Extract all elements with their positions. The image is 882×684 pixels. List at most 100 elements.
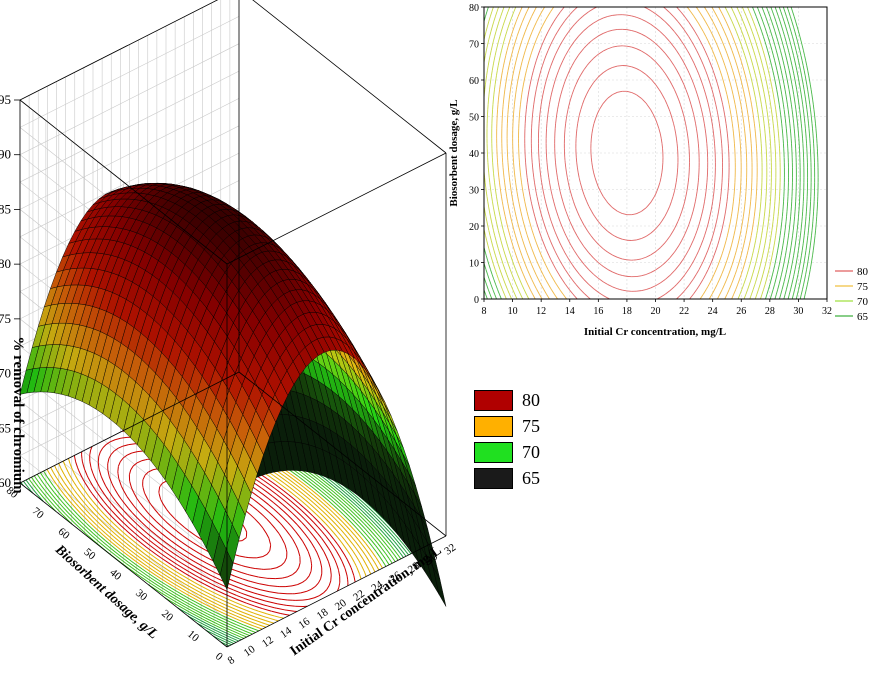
floor-contour-segment [204, 624, 211, 629]
contour-segment [798, 45, 801, 51]
contour-segment [783, 294, 786, 299]
contour-segment [813, 240, 815, 246]
floor-contour-segment [262, 615, 271, 619]
contour-segment [794, 245, 796, 251]
floor-contour-segment [56, 484, 61, 490]
floor-contour-segment [364, 572, 367, 577]
floor-contour-segment [163, 591, 169, 596]
floor-contour-segment [402, 543, 408, 550]
floor-contour-segment [188, 591, 196, 597]
floor-contour-segment [364, 509, 370, 515]
contour-segment [775, 109, 777, 115]
floor-contour-segment [267, 613, 275, 617]
floor-contour-segment [141, 562, 148, 567]
floor-contour-segment [327, 481, 334, 486]
contour-segment [788, 52, 791, 56]
floor-contour-segment [344, 546, 349, 553]
floor-contour-segment [276, 473, 283, 479]
contour-segment [751, 16, 754, 22]
floor-contour-segment [195, 601, 203, 607]
contour-segment [766, 7, 769, 13]
floor-contour-segment [73, 482, 77, 487]
contour-segment [783, 262, 785, 266]
contour-segment [765, 45, 769, 51]
floor-contour-segment [132, 539, 138, 545]
contour-segment [799, 259, 802, 266]
floor-contour-segment [249, 611, 255, 614]
floor-contour-segment [64, 465, 66, 467]
contour-segment [774, 294, 777, 299]
contour-segment [767, 36, 770, 42]
contour-segment [766, 65, 769, 71]
floor-contour-segment [38, 486, 43, 493]
contour-segment [790, 99, 792, 105]
floor-contour-segment [380, 541, 384, 547]
floor-contour-segment [226, 639, 235, 644]
contour-segment [747, 7, 750, 13]
floor-contour-segment [344, 567, 346, 569]
contour-segment [490, 284, 494, 290]
contour-segment [762, 221, 765, 227]
floor-contour-segment [214, 592, 222, 597]
floor-contour-segment [320, 504, 326, 511]
contour-segment [793, 250, 795, 256]
floor-contour-segment [156, 554, 163, 560]
floor-contour-segment [332, 485, 339, 491]
floor-contour-segment [343, 500, 349, 506]
contour-segment [750, 27, 753, 32]
contour-segment [755, 14, 757, 17]
contour-segment [782, 60, 785, 66]
floor-contour-segment [236, 595, 244, 599]
floor-contour-segment [325, 482, 332, 488]
contour-segment [772, 118, 774, 124]
floor-contour-segment [128, 561, 135, 567]
floor-contour-segment [188, 578, 196, 584]
contour-segment [768, 40, 771, 44]
floor-contour-segment [328, 507, 334, 513]
floor-contour-segment [87, 535, 94, 541]
floor-contour-segment [354, 494, 360, 500]
floor-contour-segment [195, 609, 202, 614]
contour-segment [762, 65, 765, 71]
contour-segment [814, 114, 816, 119]
floor-contour-segment [236, 612, 240, 615]
floor-contour-segment [241, 634, 247, 638]
floor-contour-segment [352, 495, 358, 501]
floor-contour-segment [254, 609, 259, 612]
floor-contour-segment [284, 483, 291, 488]
floor-contour-segment [344, 539, 349, 546]
floor-contour-segment [311, 509, 317, 515]
floor-contour-segment [282, 613, 290, 616]
floor-contour-segment [382, 521, 388, 527]
contour-segment [802, 65, 805, 71]
floor-contour-segment [61, 510, 66, 515]
floor-contour-segment [365, 502, 372, 508]
floor-contour-segment [163, 567, 168, 571]
floor-contour-segment [362, 557, 364, 560]
floor-contour-segment [365, 556, 370, 562]
contour-segment [772, 221, 774, 227]
floor-contour-segment [341, 561, 346, 568]
floor-contour-segment [349, 564, 352, 568]
floor-contour-segment [176, 571, 180, 574]
contour-segment [798, 284, 801, 290]
contour-segment [748, 36, 751, 42]
floor-contour-segment [305, 472, 312, 478]
floor-contour-segment [198, 600, 206, 605]
floor-contour-segment [342, 513, 348, 520]
contour-2d-lines [484, 7, 819, 299]
contour-segment [781, 40, 784, 47]
contour-segment [813, 109, 815, 115]
floor-contour-segment [191, 583, 197, 588]
floor-contour-segment [284, 476, 291, 481]
floor-contour-segment [83, 524, 89, 530]
contour-segment [765, 235, 767, 241]
floor-contour-segment [110, 544, 116, 550]
contour-segment [759, 242, 761, 246]
contour-segment [776, 11, 779, 17]
contour-segment [796, 230, 798, 236]
floor-contour-segment [354, 514, 361, 520]
floor-contour-segment [172, 579, 180, 585]
contour-segment [773, 242, 776, 246]
floor-contour-segment [222, 642, 230, 647]
